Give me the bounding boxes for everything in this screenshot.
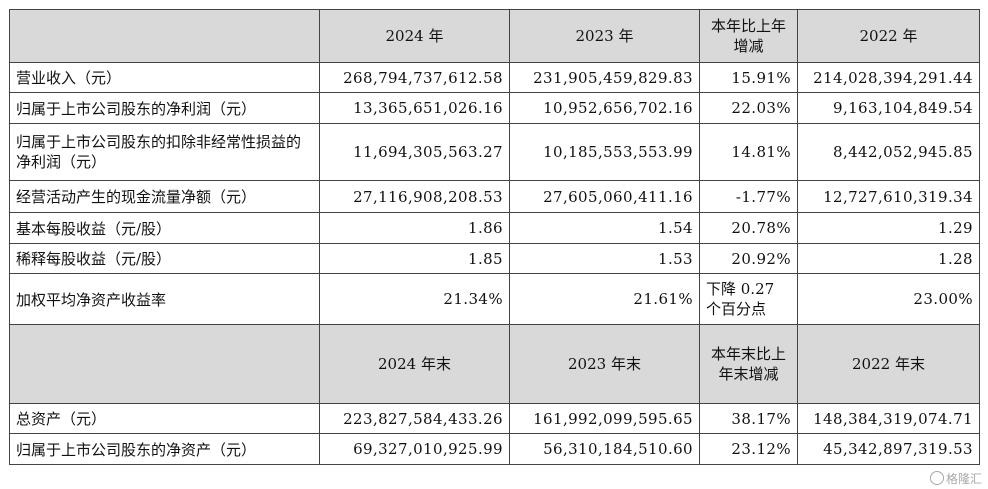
- table-row: 经营活动产生的现金流量净额（元） 27,116,908,208.53 27,60…: [9, 180, 980, 213]
- row-label: 基本每股收益（元/股）: [9, 212, 320, 244]
- value-change: 14.81%: [699, 123, 798, 181]
- table-row: 稀释每股收益（元/股） 1.85 1.53 20.92% 1.28: [9, 243, 980, 274]
- row-label: 营业收入（元）: [9, 62, 320, 93]
- value-2024: 69,327,010,925.99: [319, 433, 510, 465]
- value-2024: 268,794,737,612.58: [319, 62, 510, 93]
- value-2023: 27,605,060,411.16: [509, 180, 700, 213]
- value-2023: 21.61%: [509, 273, 700, 325]
- row-label: 总资产（元）: [9, 403, 320, 434]
- table-row: 营业收入（元） 268,794,737,612.58 231,905,459,8…: [9, 62, 980, 93]
- header-2022: 2022 年: [797, 9, 980, 63]
- row-label: 加权平均净资产收益率: [9, 273, 320, 325]
- row-label: 经营活动产生的现金流量净额（元）: [9, 180, 320, 213]
- header-row-year-end: 2024 年末 2023 年末 本年末比上年末增减 2022 年末: [9, 324, 980, 404]
- table-row: 总资产（元） 223,827,584,433.26 161,992,099,59…: [9, 403, 980, 434]
- value-2022: 9,163,104,849.54: [797, 92, 980, 124]
- value-change: 20.78%: [699, 212, 798, 244]
- value-change: 22.03%: [699, 92, 798, 124]
- key-financial-data-table: 2024 年 2023 年 本年比上年增减 2022 年 营业收入（元） 268…: [9, 9, 980, 465]
- row-label: 归属于上市公司股东的扣除非经常性损益的净利润（元）: [9, 123, 320, 181]
- financial-table-container: 2024 年 2023 年 本年比上年增减 2022 年 营业收入（元） 268…: [9, 9, 980, 465]
- value-2023: 10,185,553,553.99: [509, 123, 700, 181]
- header-2023-year-end: 2023 年末: [509, 324, 700, 404]
- header-yoy-change: 本年比上年增减: [699, 9, 798, 63]
- value-2022: 45,342,897,319.53: [797, 433, 980, 465]
- value-2022: 1.29: [797, 212, 980, 244]
- value-2023: 1.54: [509, 212, 700, 244]
- table-row: 归属于上市公司股东的净利润（元） 13,365,651,026.16 10,95…: [9, 92, 980, 124]
- value-2022: 214,028,394,291.44: [797, 62, 980, 93]
- value-2023: 161,992,099,595.65: [509, 403, 700, 434]
- value-2024: 1.85: [319, 243, 510, 274]
- value-2024: 223,827,584,433.26: [319, 403, 510, 434]
- header-row-annual: 2024 年 2023 年 本年比上年增减 2022 年: [9, 9, 980, 63]
- table-row: 基本每股收益（元/股） 1.86 1.54 20.78% 1.29: [9, 212, 980, 244]
- value-change: 38.17%: [699, 403, 798, 434]
- value-2023: 231,905,459,829.83: [509, 62, 700, 93]
- value-change: 20.92%: [699, 243, 798, 274]
- value-change: 23.12%: [699, 433, 798, 465]
- value-2022: 1.28: [797, 243, 980, 274]
- value-2022: 23.00%: [797, 273, 980, 325]
- value-2024: 21.34%: [319, 273, 510, 325]
- value-2024: 1.86: [319, 212, 510, 244]
- value-2023: 10,952,656,702.16: [509, 92, 700, 124]
- watermark-text: 格隆汇: [945, 472, 982, 486]
- header-2022-year-end: 2022 年末: [797, 324, 980, 404]
- header-blank-cell: [9, 9, 320, 63]
- value-2022: 148,384,319,074.71: [797, 403, 980, 434]
- value-2024: 11,694,305,563.27: [319, 123, 510, 181]
- value-change: 下降 0.27 个百分点: [699, 273, 798, 325]
- value-2022: 12,727,610,319.34: [797, 180, 980, 213]
- header-2024-year-end: 2024 年末: [319, 324, 510, 404]
- table-row: 归属于上市公司股东的净资产（元） 69,327,010,925.99 56,31…: [9, 433, 980, 465]
- row-label: 归属于上市公司股东的净资产（元）: [9, 433, 320, 465]
- value-2024: 27,116,908,208.53: [319, 180, 510, 213]
- watermark: 格隆汇: [929, 470, 982, 487]
- header-2024: 2024 年: [319, 9, 510, 63]
- value-2023: 1.53: [509, 243, 700, 274]
- header-year-end-change: 本年末比上年末增减: [699, 324, 798, 404]
- row-label: 归属于上市公司股东的净利润（元）: [9, 92, 320, 124]
- watermark-logo-icon: [929, 471, 944, 485]
- table-row: 加权平均净资产收益率 21.34% 21.61% 下降 0.27 个百分点 23…: [9, 273, 980, 325]
- value-2022: 8,442,052,945.85: [797, 123, 980, 181]
- value-2024: 13,365,651,026.16: [319, 92, 510, 124]
- table-row: 归属于上市公司股东的扣除非经常性损益的净利润（元） 11,694,305,563…: [9, 123, 980, 181]
- header-2023: 2023 年: [509, 9, 700, 63]
- header-blank-cell: [9, 324, 320, 404]
- value-change: 15.91%: [699, 62, 798, 93]
- value-change: -1.77%: [699, 180, 798, 213]
- row-label: 稀释每股收益（元/股）: [9, 243, 320, 274]
- value-2023: 56,310,184,510.60: [509, 433, 700, 465]
